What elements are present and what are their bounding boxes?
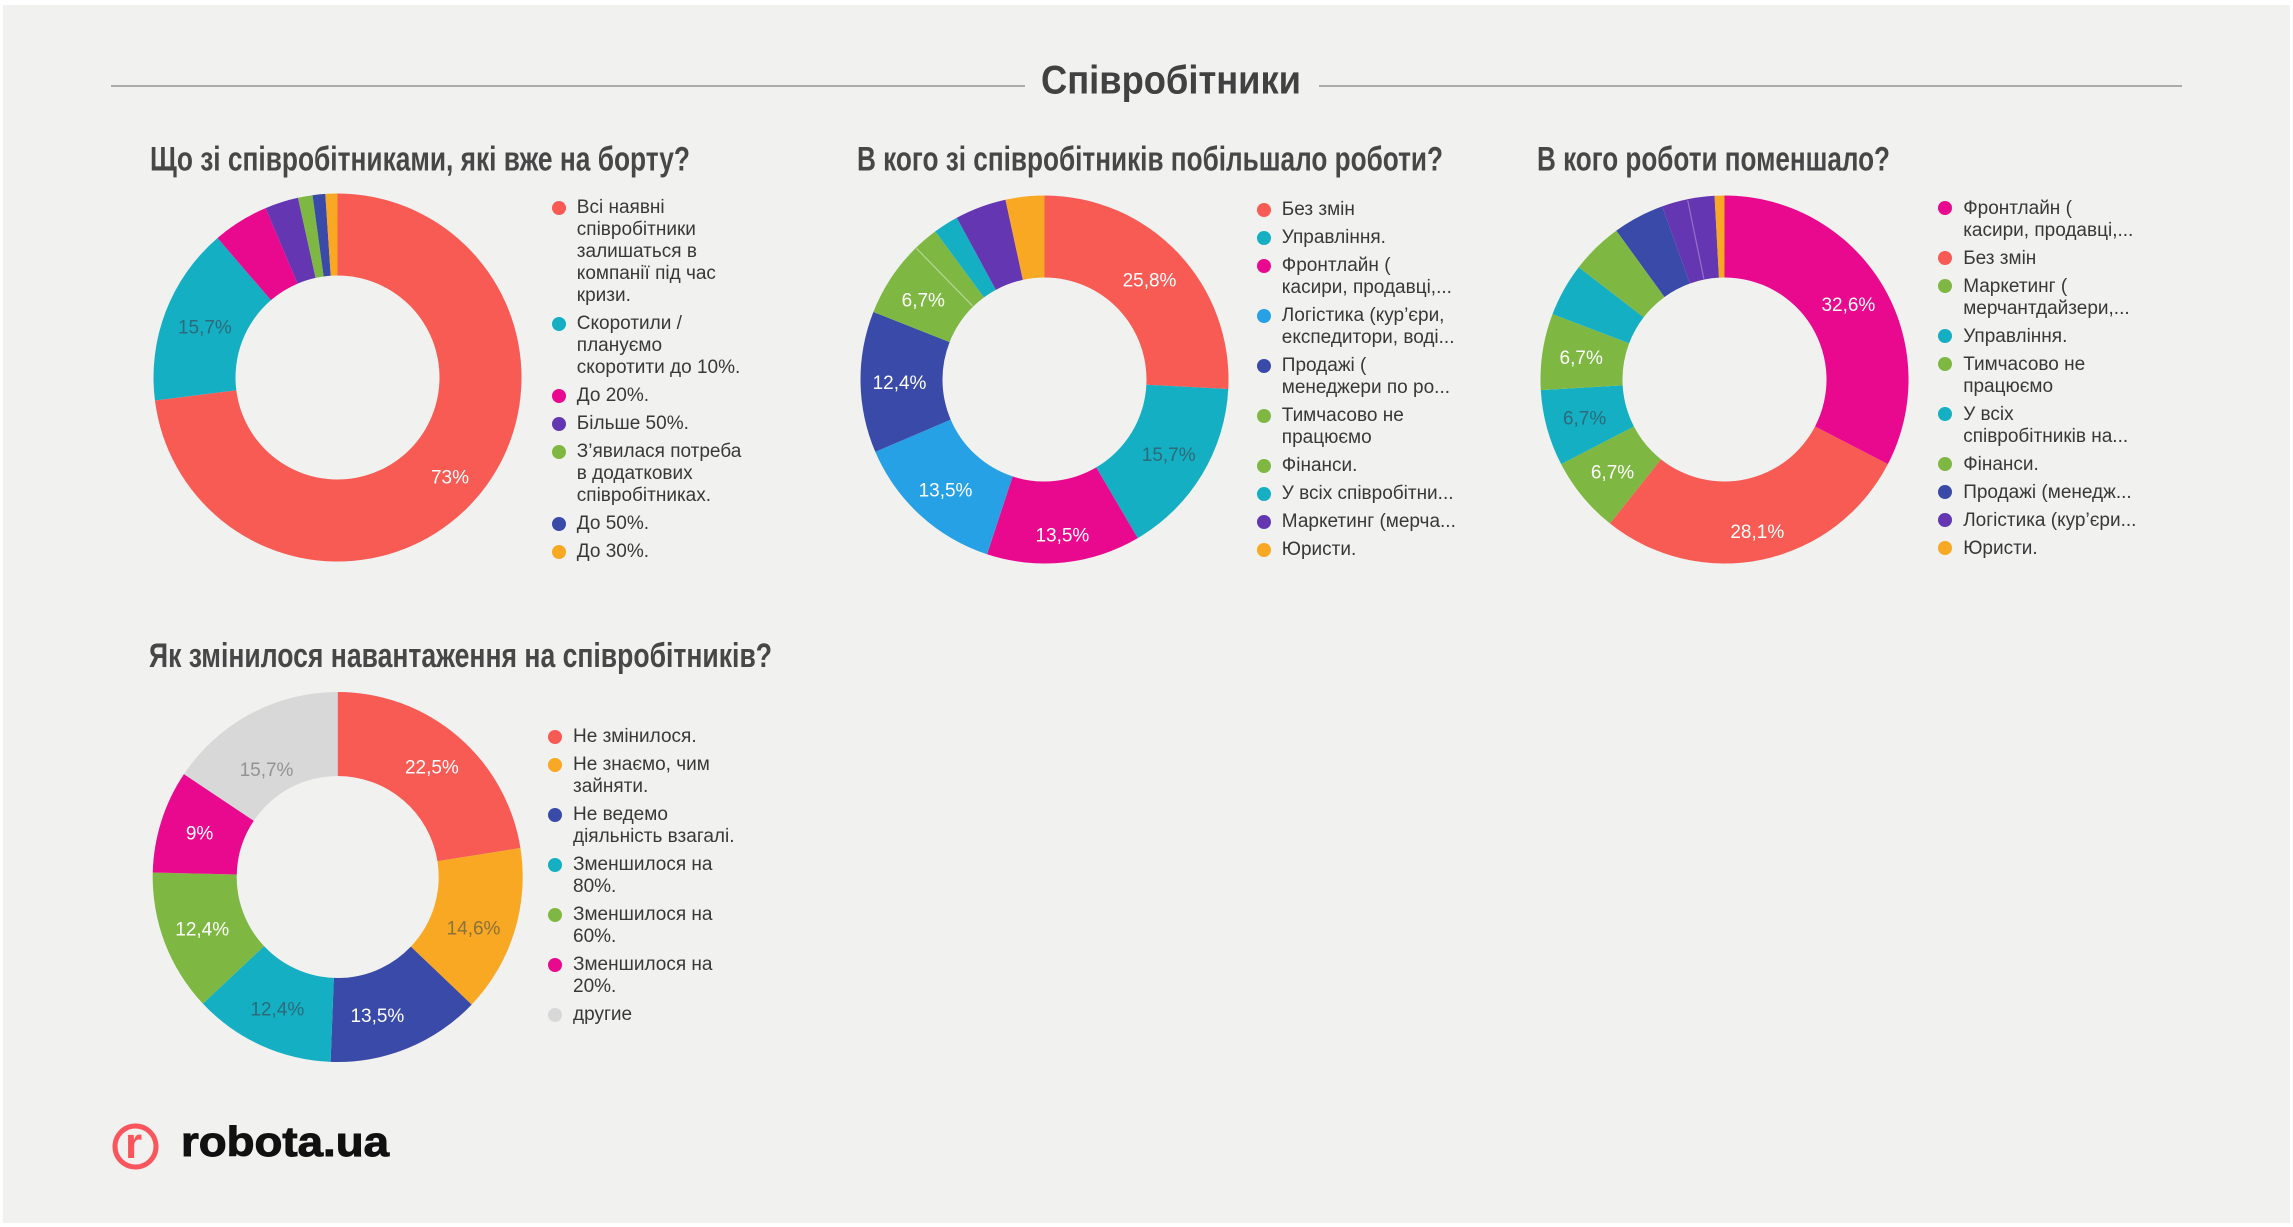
svg-text:6,7%: 6,7%	[1591, 462, 1634, 483]
svg-text:15,7%: 15,7%	[1142, 445, 1196, 466]
svg-text:12,4%: 12,4%	[250, 1000, 304, 1021]
svg-text:6,7%: 6,7%	[902, 291, 945, 312]
svg-text:15,7%: 15,7%	[178, 317, 232, 338]
svg-text:14,6%: 14,6%	[447, 919, 501, 940]
svg-text:В кого роботи поменшало?: В кого роботи поменшало?	[1537, 140, 1890, 178]
svg-text:25,8%: 25,8%	[1123, 270, 1177, 291]
svg-text:15,7%: 15,7%	[240, 760, 294, 781]
svg-text:robota.ua: robota.ua	[181, 1118, 390, 1165]
svg-text:r: r	[125, 1119, 142, 1168]
svg-text:12,4%: 12,4%	[175, 919, 229, 940]
svg-text:22,5%: 22,5%	[405, 758, 459, 779]
svg-text:32,6%: 32,6%	[1821, 295, 1875, 316]
svg-text:12,4%: 12,4%	[873, 373, 927, 394]
svg-text:Як змінилося навантаження на с: Як змінилося навантаження на співробітни…	[149, 637, 772, 675]
svg-text:Що зі співробітниками, які вже: Що зі співробітниками, які вже на борту?	[150, 140, 690, 178]
svg-text:13,5%: 13,5%	[919, 480, 973, 501]
svg-text:В кого зі співробітників побіл: В кого зі співробітників побільшало робо…	[857, 140, 1443, 178]
svg-text:9%: 9%	[186, 824, 214, 845]
svg-text:6,7%: 6,7%	[1563, 409, 1606, 430]
svg-text:6,7%: 6,7%	[1560, 348, 1603, 369]
svg-text:Співробітники: Співробітники	[1041, 59, 1301, 103]
svg-text:28,1%: 28,1%	[1730, 522, 1784, 543]
svg-text:13,5%: 13,5%	[350, 1006, 404, 1027]
svg-text:73%: 73%	[431, 468, 469, 489]
svg-text:13,5%: 13,5%	[1035, 525, 1089, 546]
